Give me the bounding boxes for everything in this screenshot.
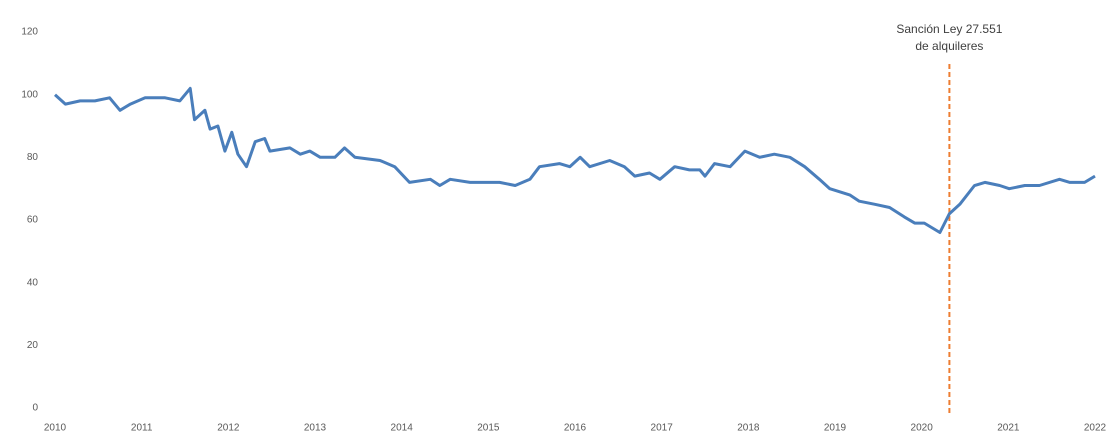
x-tick-label: 2017 xyxy=(651,423,674,434)
x-tick-label: 2021 xyxy=(997,423,1020,434)
y-tick-label: 0 xyxy=(32,403,38,414)
annotation-text: Sanción Ley 27.551 xyxy=(896,22,1002,36)
y-tick-label: 100 xyxy=(21,89,38,100)
y-tick-label: 120 xyxy=(21,27,38,38)
x-tick-label: 2012 xyxy=(217,423,240,434)
x-tick-label: 2010 xyxy=(44,423,67,434)
x-tick-label: 2016 xyxy=(564,423,587,434)
data-line xyxy=(53,86,1096,234)
x-tick-label: 2011 xyxy=(131,423,153,434)
y-tick-label: 60 xyxy=(27,215,39,226)
x-tick-label: 2013 xyxy=(304,423,327,434)
x-tick-label: 2014 xyxy=(391,423,414,434)
y-tick-label: 40 xyxy=(27,277,39,288)
x-tick-label: 2022 xyxy=(1084,423,1107,434)
x-tick-label: 2015 xyxy=(477,423,500,434)
x-tick-label: 2019 xyxy=(824,423,847,434)
x-tick-label: 2018 xyxy=(737,423,760,434)
x-tick-label: 2020 xyxy=(911,423,934,434)
annotation-text: de alquileres xyxy=(915,39,983,53)
y-tick-label: 80 xyxy=(27,152,39,163)
y-tick-label: 20 xyxy=(27,340,39,351)
